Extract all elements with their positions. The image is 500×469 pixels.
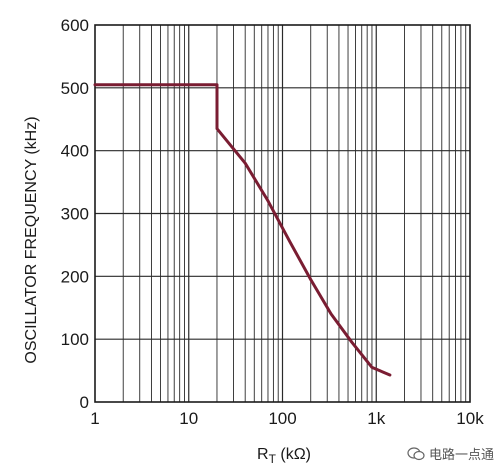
y-tick-label: 300 [61, 205, 89, 224]
y-axis-title: OSCILLATOR FREQUENCY (kHz) [23, 116, 40, 363]
wechat-icon [407, 446, 425, 460]
watermark-text: 电路一点通 [428, 448, 494, 463]
y-tick-label: 0 [80, 393, 89, 412]
x-tick-label: 1k [367, 409, 385, 428]
x-tick-label: 10 [179, 409, 198, 428]
x-axis-title-unit: (kΩ) [276, 446, 311, 463]
grid [95, 25, 470, 402]
y-tick-label: 100 [61, 330, 89, 349]
watermark: 电路一点通 [407, 444, 494, 463]
y-tick-label: 600 [61, 16, 89, 35]
y-tick-label: 200 [61, 267, 89, 286]
x-tick-label: 100 [268, 409, 296, 428]
series-line [93, 83, 392, 377]
y-tick-label: 400 [61, 142, 89, 161]
x-tick-label: 1 [90, 409, 99, 428]
tick-labels: 0 100 200 300 400 500 600 1 10 100 1k 10k [61, 16, 485, 428]
x-axis-title: RT (kΩ) [257, 446, 311, 466]
plot-frame [94, 24, 471, 403]
x-axis-title-main: R [257, 446, 269, 463]
x-tick-label: 10k [456, 409, 484, 428]
x-axis-title-sub: T [269, 452, 277, 466]
y-tick-label: 500 [61, 79, 89, 98]
